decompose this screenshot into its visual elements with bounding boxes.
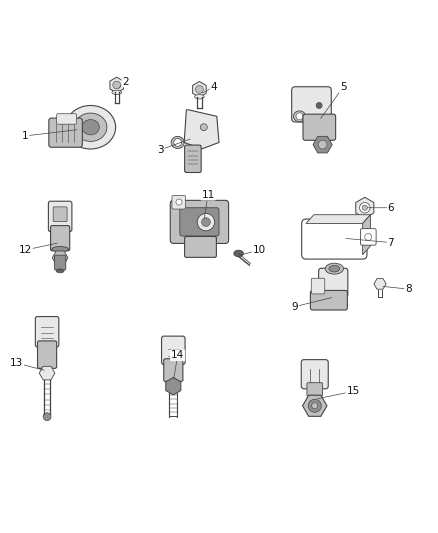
Ellipse shape: [329, 265, 340, 272]
Circle shape: [197, 213, 215, 231]
Circle shape: [296, 113, 303, 120]
Text: 11: 11: [201, 190, 215, 200]
FancyBboxPatch shape: [57, 114, 77, 124]
FancyBboxPatch shape: [185, 237, 216, 257]
Ellipse shape: [56, 269, 64, 273]
FancyBboxPatch shape: [54, 255, 66, 270]
Text: 2: 2: [122, 77, 129, 86]
Text: 1: 1: [22, 131, 28, 141]
FancyBboxPatch shape: [53, 207, 67, 222]
Circle shape: [365, 233, 372, 240]
Text: 4: 4: [211, 82, 217, 92]
Circle shape: [201, 218, 210, 227]
Polygon shape: [356, 197, 374, 218]
Circle shape: [176, 199, 182, 205]
Polygon shape: [363, 215, 371, 255]
FancyBboxPatch shape: [49, 118, 82, 147]
FancyBboxPatch shape: [302, 219, 367, 259]
Circle shape: [200, 124, 207, 131]
Polygon shape: [166, 377, 181, 395]
Ellipse shape: [293, 111, 306, 122]
Ellipse shape: [234, 250, 244, 257]
Text: 12: 12: [19, 245, 32, 255]
Ellipse shape: [74, 113, 107, 141]
Polygon shape: [52, 251, 68, 264]
FancyBboxPatch shape: [162, 336, 185, 365]
FancyBboxPatch shape: [48, 201, 72, 232]
Polygon shape: [313, 136, 332, 153]
Circle shape: [174, 139, 182, 147]
FancyBboxPatch shape: [303, 114, 336, 140]
Ellipse shape: [194, 94, 204, 99]
FancyBboxPatch shape: [170, 200, 229, 244]
Circle shape: [43, 413, 51, 421]
Circle shape: [360, 203, 370, 213]
Text: 10: 10: [252, 245, 265, 255]
Ellipse shape: [171, 136, 184, 149]
Text: 3: 3: [157, 145, 163, 155]
FancyBboxPatch shape: [311, 278, 325, 294]
Circle shape: [316, 102, 322, 109]
FancyBboxPatch shape: [50, 225, 70, 251]
Ellipse shape: [325, 263, 343, 274]
Polygon shape: [306, 215, 371, 223]
Text: 7: 7: [388, 238, 394, 247]
FancyBboxPatch shape: [38, 341, 57, 368]
Text: 14: 14: [171, 350, 184, 360]
FancyBboxPatch shape: [319, 268, 348, 297]
FancyBboxPatch shape: [185, 145, 201, 173]
Ellipse shape: [52, 246, 68, 252]
Polygon shape: [303, 395, 327, 416]
Polygon shape: [39, 366, 55, 380]
Text: 9: 9: [292, 302, 298, 312]
Ellipse shape: [82, 119, 99, 135]
FancyBboxPatch shape: [172, 196, 185, 209]
Text: 13: 13: [10, 358, 23, 368]
Text: 15: 15: [346, 386, 360, 397]
Circle shape: [113, 81, 120, 89]
Ellipse shape: [66, 106, 116, 149]
Circle shape: [362, 205, 367, 211]
FancyBboxPatch shape: [311, 290, 347, 310]
Circle shape: [308, 399, 321, 413]
Text: 5: 5: [340, 82, 346, 92]
Text: 6: 6: [388, 203, 394, 213]
Polygon shape: [193, 82, 206, 97]
Ellipse shape: [112, 90, 121, 94]
FancyBboxPatch shape: [301, 360, 328, 389]
FancyBboxPatch shape: [35, 317, 59, 347]
Circle shape: [312, 403, 318, 409]
Polygon shape: [374, 279, 386, 289]
FancyBboxPatch shape: [164, 359, 183, 382]
Circle shape: [318, 140, 327, 149]
Circle shape: [195, 85, 203, 93]
Text: 8: 8: [405, 284, 412, 294]
FancyBboxPatch shape: [292, 87, 331, 122]
FancyBboxPatch shape: [360, 229, 376, 245]
FancyBboxPatch shape: [180, 208, 219, 236]
Polygon shape: [184, 110, 219, 149]
FancyBboxPatch shape: [307, 383, 322, 396]
Polygon shape: [110, 77, 124, 93]
